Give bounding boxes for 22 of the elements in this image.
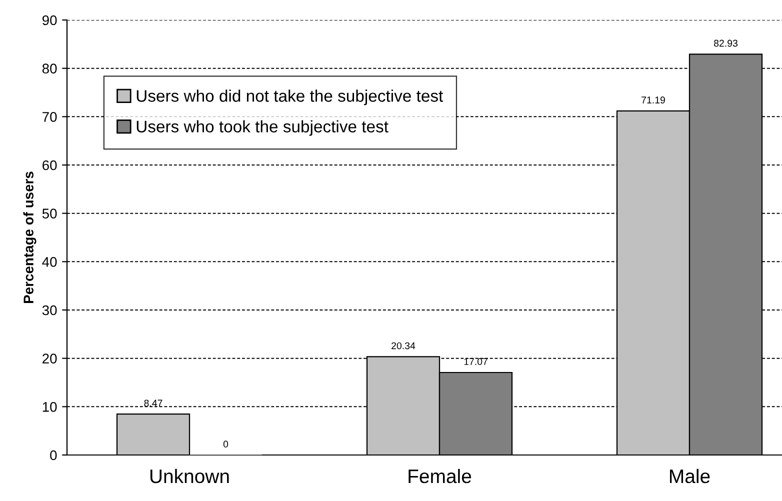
- y-tick-label: 80: [42, 64, 57, 74]
- y-tick-label: 60: [42, 160, 57, 170]
- legend-label: Users who took the subjective test: [136, 120, 388, 136]
- y-tick-label: 90: [42, 15, 57, 26]
- x-tick-label: Unknown: [150, 468, 229, 484]
- x-tick-label: Male: [670, 468, 710, 484]
- data-label: 82.93: [714, 40, 738, 47]
- y-tick-label: 70: [42, 112, 57, 122]
- y-tick-label: 30: [42, 305, 57, 316]
- x-tick-label: Female: [408, 468, 472, 484]
- data-label: 17.07: [464, 358, 488, 366]
- y-axis-title: Percentage of users: [23, 172, 36, 303]
- y-tick-label: 40: [42, 257, 57, 267]
- data-label: 0: [223, 440, 228, 448]
- y-tick-label: 50: [42, 208, 57, 219]
- data-label: 8.47: [144, 400, 162, 407]
- y-tick-label: 0: [50, 450, 57, 460]
- data-label: 71.19: [642, 96, 665, 104]
- y-tick-label: 10: [42, 402, 57, 412]
- data-label: 20.34: [392, 342, 416, 350]
- y-tick-label: 20: [42, 354, 57, 364]
- legend-label: Users who did not take the subjective test: [136, 90, 444, 106]
